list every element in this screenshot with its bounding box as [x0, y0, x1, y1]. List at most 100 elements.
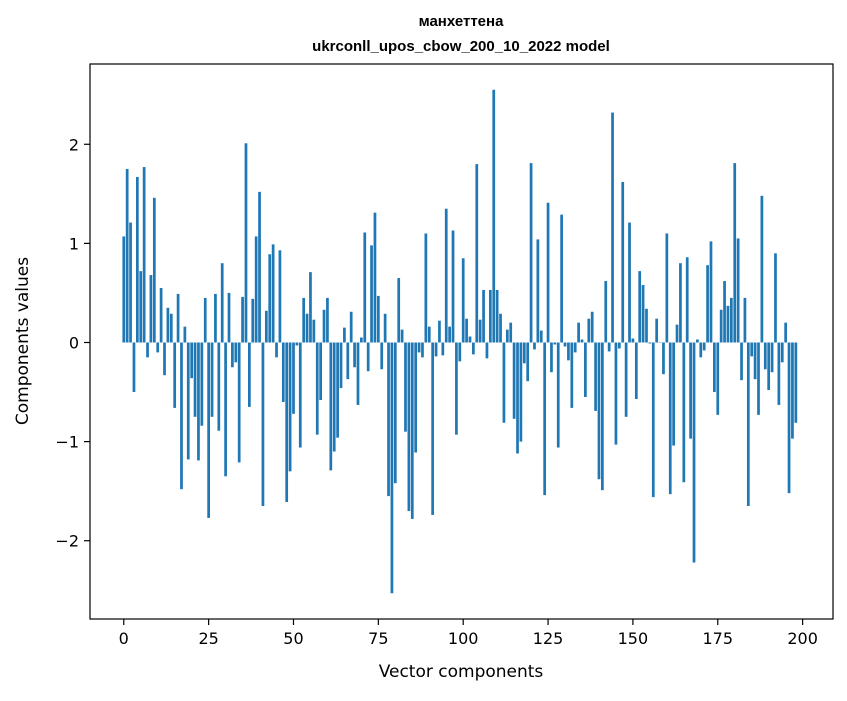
bar — [336, 342, 339, 437]
bar — [723, 281, 726, 342]
bar — [265, 311, 268, 343]
bar — [472, 342, 475, 354]
bar — [428, 327, 431, 343]
bar — [234, 342, 237, 362]
bar — [608, 342, 611, 351]
bar — [279, 250, 282, 342]
bar — [190, 342, 193, 378]
bar — [228, 293, 231, 343]
bar — [703, 342, 706, 350]
bar — [791, 342, 794, 438]
bar — [414, 342, 417, 452]
bar — [713, 342, 716, 392]
bar — [136, 177, 139, 343]
bar — [479, 320, 482, 343]
bar — [594, 342, 597, 410]
bar — [574, 342, 577, 352]
bar — [309, 272, 312, 342]
bar — [170, 314, 173, 343]
bar — [370, 245, 373, 342]
bar — [394, 342, 397, 483]
bar — [764, 342, 767, 369]
bar — [289, 342, 292, 471]
bar — [553, 342, 556, 344]
bar — [604, 281, 607, 342]
bar — [621, 182, 624, 343]
bar — [737, 238, 740, 342]
bar — [662, 342, 665, 374]
y-tick-label: 2 — [69, 135, 79, 154]
bar — [285, 342, 288, 502]
bar — [438, 321, 441, 343]
bar — [706, 265, 709, 342]
bar — [710, 241, 713, 342]
bar — [598, 342, 601, 479]
bar — [533, 342, 536, 349]
bar — [292, 342, 295, 413]
bar — [781, 342, 784, 362]
bar — [754, 342, 757, 379]
bar — [567, 342, 570, 360]
bar — [509, 323, 512, 343]
bar — [618, 342, 621, 348]
bar — [143, 167, 146, 342]
bar — [564, 342, 567, 346]
bar — [245, 143, 248, 342]
bar — [581, 340, 584, 343]
bar — [506, 330, 509, 343]
bar — [747, 342, 750, 506]
bar — [408, 342, 411, 510]
bar — [560, 215, 563, 343]
bar — [326, 298, 329, 343]
bar — [177, 294, 180, 343]
bar — [262, 342, 265, 506]
bar — [431, 342, 434, 514]
bar — [744, 298, 747, 343]
bar — [686, 257, 689, 342]
bar — [696, 340, 699, 343]
bar — [645, 309, 648, 343]
bar — [727, 306, 730, 343]
bar — [133, 342, 136, 392]
bar — [391, 342, 394, 593]
bar — [204, 298, 207, 343]
bar — [761, 196, 764, 343]
bar — [224, 342, 227, 476]
bar — [676, 325, 679, 343]
chart-subtitle: ukrconll_upos_cbow_200_10_2022 model — [312, 38, 610, 55]
x-tick-label: 50 — [283, 629, 303, 648]
bar — [520, 342, 523, 441]
bar — [767, 342, 770, 390]
bar — [319, 342, 322, 399]
bar — [340, 342, 343, 388]
bar — [652, 342, 655, 497]
bar — [122, 236, 125, 342]
bar — [153, 198, 156, 343]
bar — [268, 254, 271, 342]
bar — [363, 232, 366, 342]
bar — [194, 342, 197, 416]
bar — [217, 342, 220, 430]
x-tick-label: 0 — [119, 629, 129, 648]
bar — [635, 342, 638, 398]
bar — [184, 327, 187, 343]
bar — [537, 239, 540, 342]
bar — [329, 342, 332, 470]
bar — [197, 342, 200, 460]
bar — [360, 338, 363, 343]
bar — [418, 342, 421, 352]
bar — [492, 90, 495, 343]
bar — [465, 319, 468, 343]
bar — [160, 288, 163, 343]
bar — [221, 263, 224, 342]
bar — [784, 323, 787, 343]
chart-title: манхеттена — [419, 13, 505, 30]
bar — [771, 342, 774, 372]
bar — [346, 342, 349, 379]
bar — [587, 319, 590, 343]
bar — [774, 253, 777, 342]
bar — [180, 342, 183, 489]
bar — [126, 169, 129, 342]
